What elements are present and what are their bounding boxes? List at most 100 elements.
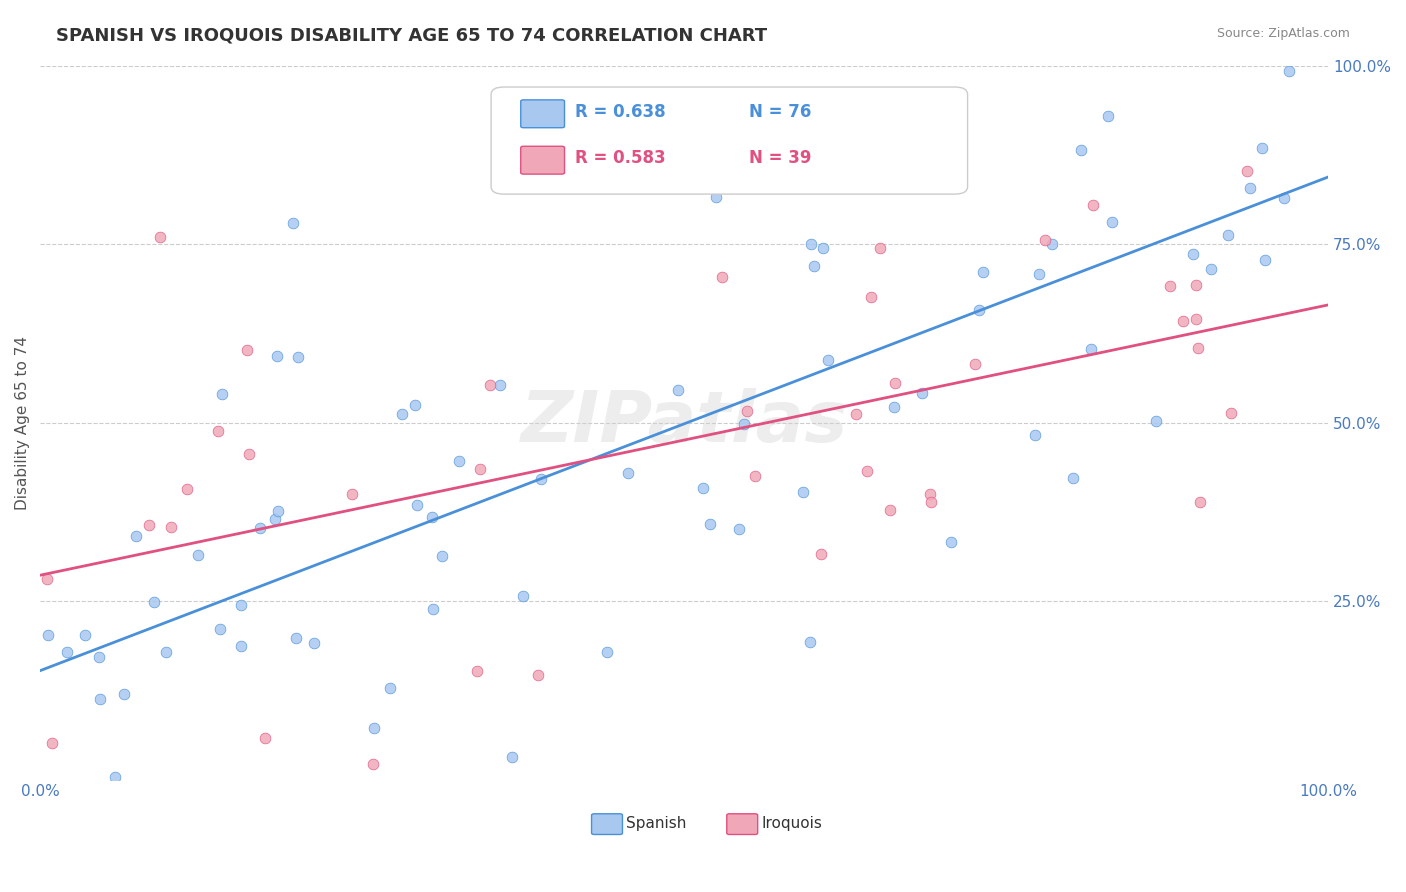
Spanish [1080, 342, 1102, 356]
Spanish [666, 383, 689, 397]
Spanish [728, 522, 751, 536]
Spanish [391, 408, 413, 422]
Spanish [281, 216, 304, 230]
Spanish [1272, 191, 1295, 205]
Spanish [87, 649, 110, 664]
Spanish [733, 417, 755, 432]
Iroquois [41, 736, 63, 750]
Iroquois [879, 502, 901, 516]
Spanish [512, 589, 534, 603]
FancyBboxPatch shape [520, 100, 565, 128]
Spanish [266, 349, 288, 363]
Spanish [972, 265, 994, 279]
Spanish [104, 770, 127, 784]
Spanish [799, 635, 821, 649]
Spanish [155, 644, 177, 658]
Iroquois [160, 520, 183, 534]
Spanish [1278, 64, 1301, 78]
Spanish [1144, 414, 1167, 428]
Iroquois [479, 378, 502, 392]
Spanish [125, 529, 148, 543]
Spanish [249, 521, 271, 535]
Text: SPANISH VS IROQUOIS DISABILITY AGE 65 TO 74 CORRELATION CHART: SPANISH VS IROQUOIS DISABILITY AGE 65 TO… [56, 27, 768, 45]
Iroquois [236, 343, 259, 357]
Spanish [231, 639, 253, 653]
Spanish [616, 467, 638, 481]
Spanish [363, 721, 385, 735]
Iroquois [920, 487, 942, 501]
Spanish [883, 400, 905, 414]
Iroquois [1184, 312, 1206, 326]
FancyBboxPatch shape [520, 146, 565, 174]
Iroquois [340, 487, 363, 501]
Spanish [811, 242, 834, 256]
Iroquois [1220, 406, 1243, 420]
Iroquois [860, 290, 883, 304]
Spanish [89, 691, 111, 706]
Spanish [800, 237, 823, 252]
Iroquois [207, 424, 229, 438]
Spanish [267, 504, 290, 518]
Spanish [37, 628, 59, 642]
Text: N = 39: N = 39 [748, 149, 811, 168]
Text: N = 76: N = 76 [748, 103, 811, 121]
Spanish [488, 378, 510, 392]
Iroquois [176, 482, 198, 496]
FancyBboxPatch shape [491, 87, 967, 194]
Iroquois [744, 469, 766, 483]
Iroquois [138, 517, 160, 532]
Text: ZIPatlas: ZIPatlas [520, 388, 848, 457]
Spanish [378, 681, 401, 695]
Spanish [430, 549, 453, 563]
Spanish [285, 632, 308, 646]
Iroquois [810, 547, 832, 561]
Iroquois [711, 269, 734, 284]
Iroquois [1188, 494, 1211, 508]
Iroquois [965, 357, 987, 371]
Spanish [302, 636, 325, 650]
Iroquois [845, 407, 868, 421]
Spanish [530, 472, 553, 486]
Text: R = 0.638: R = 0.638 [575, 103, 665, 121]
Spanish [596, 645, 619, 659]
Spanish [1097, 110, 1119, 124]
Y-axis label: Disability Age 65 to 74: Disability Age 65 to 74 [15, 335, 30, 509]
Spanish [817, 353, 839, 368]
Spanish [967, 302, 990, 317]
Spanish [422, 601, 444, 615]
Iroquois [1184, 278, 1206, 293]
Iroquois [1159, 279, 1181, 293]
Spanish [405, 499, 427, 513]
Spanish [501, 750, 523, 764]
Spanish [1024, 428, 1046, 442]
Iroquois [1033, 234, 1056, 248]
Spanish [56, 644, 79, 658]
FancyBboxPatch shape [592, 814, 623, 835]
Iroquois [238, 446, 260, 460]
Iroquois [883, 376, 905, 390]
Spanish [1251, 141, 1274, 155]
Iroquois [1171, 314, 1194, 328]
Text: Spanish: Spanish [626, 816, 686, 831]
Spanish [1181, 246, 1204, 260]
Spanish [1062, 471, 1084, 485]
Iroquois [361, 756, 384, 771]
Spanish [420, 510, 443, 524]
Spanish [287, 350, 309, 364]
Iroquois [735, 403, 758, 417]
Iroquois [869, 241, 891, 255]
Spanish [803, 259, 825, 273]
Spanish [1239, 180, 1261, 194]
Spanish [910, 386, 932, 401]
Spanish [1101, 215, 1123, 229]
Text: Iroquois: Iroquois [762, 816, 823, 831]
Text: R = 0.583: R = 0.583 [575, 149, 665, 168]
Spanish [939, 535, 962, 549]
Iroquois [920, 495, 942, 509]
Spanish [449, 454, 471, 468]
Spanish [231, 599, 253, 613]
Spanish [1201, 262, 1223, 277]
Iroquois [1187, 341, 1209, 355]
Spanish [73, 627, 96, 641]
Spanish [1028, 267, 1050, 281]
